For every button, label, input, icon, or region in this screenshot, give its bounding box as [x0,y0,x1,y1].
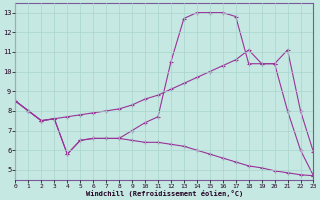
X-axis label: Windchill (Refroidissement éolien,°C): Windchill (Refroidissement éolien,°C) [86,190,243,197]
